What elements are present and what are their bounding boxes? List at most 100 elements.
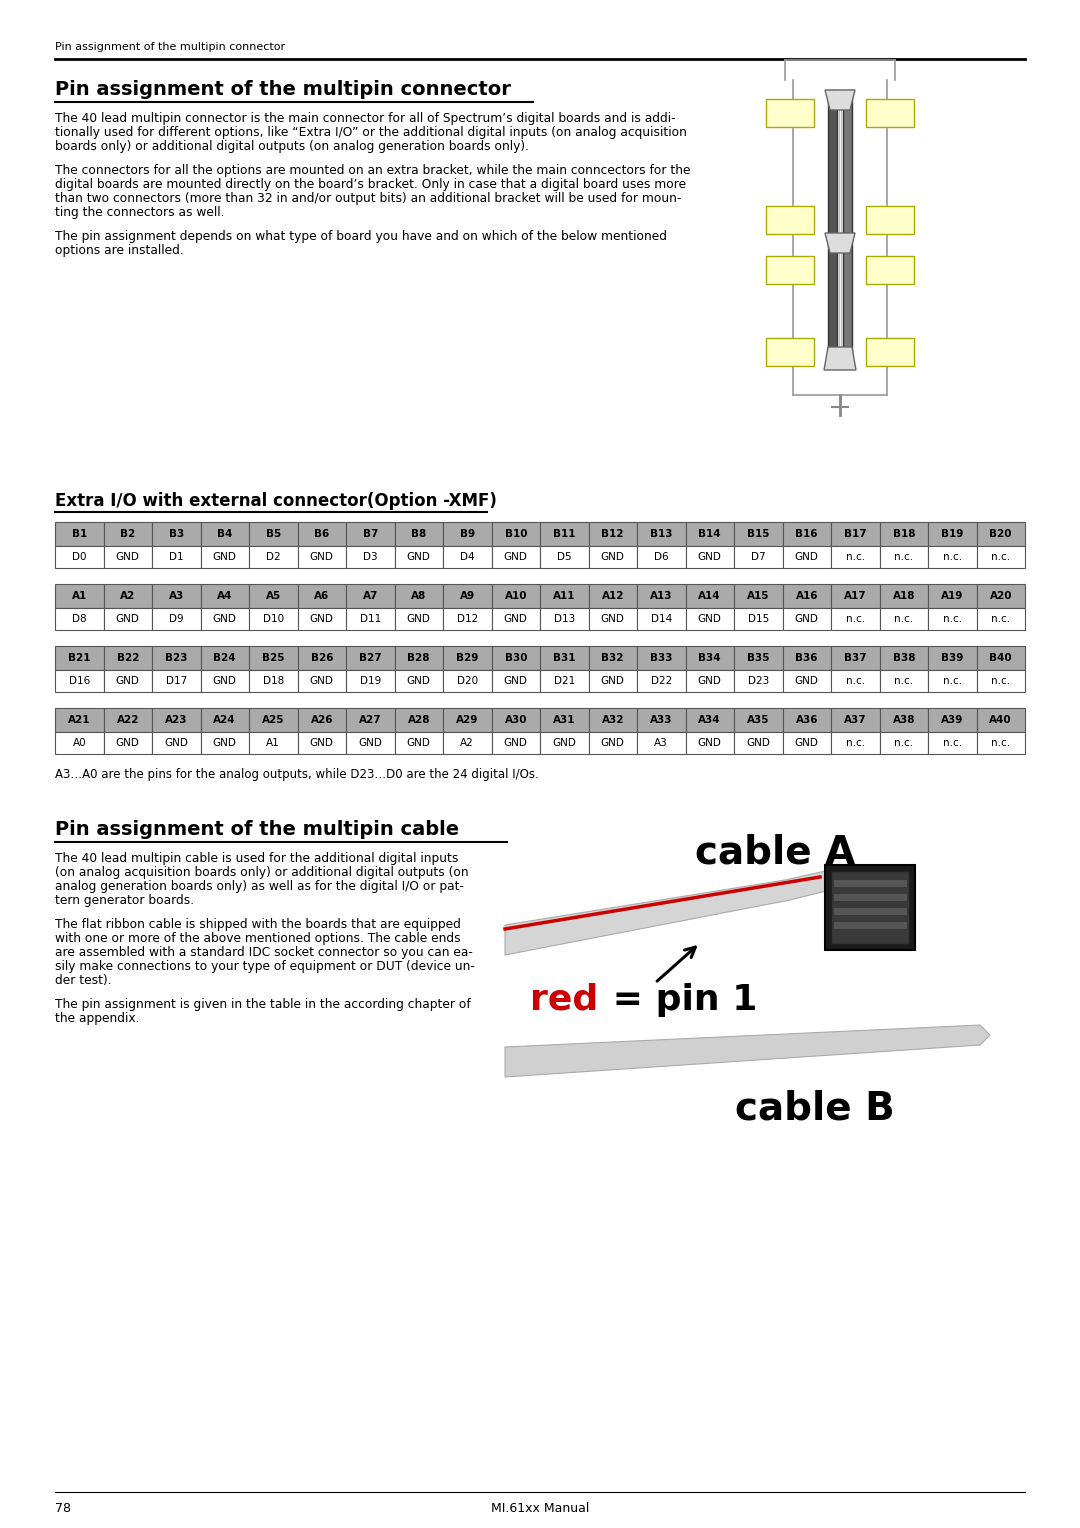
Text: A7: A7 — [363, 591, 378, 601]
Bar — [443, 523, 491, 545]
Bar — [104, 669, 152, 692]
Text: B3: B3 — [168, 529, 184, 539]
Bar — [491, 732, 540, 753]
Text: B28: B28 — [407, 652, 430, 663]
Text: B40: B40 — [878, 345, 902, 359]
Text: A17: A17 — [843, 591, 866, 601]
Text: n.c.: n.c. — [943, 552, 962, 562]
Bar — [346, 646, 394, 669]
Text: A21: A21 — [779, 263, 801, 277]
Text: A2: A2 — [120, 591, 135, 601]
Text: n.c.: n.c. — [846, 675, 865, 686]
Bar — [825, 865, 915, 950]
Bar — [589, 545, 637, 568]
Text: B15: B15 — [747, 529, 769, 539]
Text: GND: GND — [310, 675, 334, 686]
Bar — [394, 523, 443, 545]
Bar — [346, 584, 394, 608]
Text: A3…A0 are the pins for the analog outputs, while D23…D0 are the 24 digital I/Os.: A3…A0 are the pins for the analog output… — [55, 769, 539, 781]
Polygon shape — [825, 232, 855, 254]
Text: D20: D20 — [457, 675, 477, 686]
Text: B38: B38 — [892, 652, 915, 663]
Bar — [152, 608, 201, 630]
Bar — [491, 523, 540, 545]
Text: D11: D11 — [360, 614, 381, 623]
Bar — [540, 669, 589, 692]
Bar — [637, 646, 686, 669]
Bar — [686, 545, 734, 568]
Text: A35: A35 — [747, 715, 769, 724]
Bar — [831, 545, 879, 568]
Bar — [637, 545, 686, 568]
Text: D21: D21 — [554, 675, 575, 686]
Bar — [783, 608, 831, 630]
Text: = pin 1: = pin 1 — [600, 983, 757, 1018]
Bar — [540, 523, 589, 545]
Bar — [879, 732, 928, 753]
Bar — [928, 669, 976, 692]
Bar — [443, 608, 491, 630]
Text: 78: 78 — [55, 1502, 71, 1514]
Bar — [104, 608, 152, 630]
Bar — [637, 523, 686, 545]
Text: A38: A38 — [892, 715, 915, 724]
Text: GND: GND — [503, 614, 528, 623]
Bar — [394, 669, 443, 692]
Text: A24: A24 — [214, 715, 237, 724]
Bar — [734, 732, 783, 753]
Bar — [152, 523, 201, 545]
Text: B20: B20 — [878, 214, 902, 226]
Text: GND: GND — [600, 552, 624, 562]
Text: A12: A12 — [602, 591, 624, 601]
Text: B14: B14 — [699, 529, 721, 539]
Bar — [589, 523, 637, 545]
Text: n.c.: n.c. — [894, 738, 914, 749]
Text: GND: GND — [116, 552, 139, 562]
Text: D22: D22 — [650, 675, 672, 686]
Text: tern generator boards.: tern generator boards. — [55, 894, 194, 908]
Bar — [297, 646, 346, 669]
Text: GND: GND — [213, 675, 237, 686]
Bar — [443, 646, 491, 669]
Text: GND: GND — [116, 675, 139, 686]
Bar — [686, 523, 734, 545]
Text: n.c.: n.c. — [894, 614, 914, 623]
Bar — [297, 523, 346, 545]
Text: GND: GND — [359, 738, 382, 749]
Bar — [394, 608, 443, 630]
Bar — [833, 879, 907, 886]
Text: D3: D3 — [363, 552, 378, 562]
Bar — [249, 584, 297, 608]
Bar — [589, 646, 637, 669]
Text: D17: D17 — [165, 675, 187, 686]
Text: GND: GND — [795, 675, 819, 686]
Text: A31: A31 — [553, 715, 576, 724]
Bar — [443, 545, 491, 568]
Bar — [831, 732, 879, 753]
Text: A13: A13 — [650, 591, 673, 601]
Bar — [637, 669, 686, 692]
Text: A28: A28 — [407, 715, 430, 724]
Bar — [491, 608, 540, 630]
Bar — [831, 669, 879, 692]
Text: GND: GND — [310, 614, 334, 623]
Text: ting the connectors as well.: ting the connectors as well. — [55, 206, 225, 219]
Bar — [734, 669, 783, 692]
Text: A1: A1 — [267, 738, 280, 749]
Polygon shape — [505, 869, 840, 955]
Bar — [686, 646, 734, 669]
Text: B16: B16 — [796, 529, 818, 539]
Text: n.c.: n.c. — [943, 675, 962, 686]
Bar — [201, 523, 249, 545]
Text: A40: A40 — [779, 345, 801, 359]
Text: GND: GND — [600, 675, 624, 686]
Bar — [55, 669, 104, 692]
Text: A9: A9 — [460, 591, 475, 601]
Text: D4: D4 — [460, 552, 474, 562]
Bar — [831, 871, 909, 944]
Text: A15: A15 — [747, 591, 769, 601]
Text: GND: GND — [407, 675, 431, 686]
Bar — [55, 707, 104, 732]
Bar — [637, 608, 686, 630]
Text: D23: D23 — [747, 675, 769, 686]
